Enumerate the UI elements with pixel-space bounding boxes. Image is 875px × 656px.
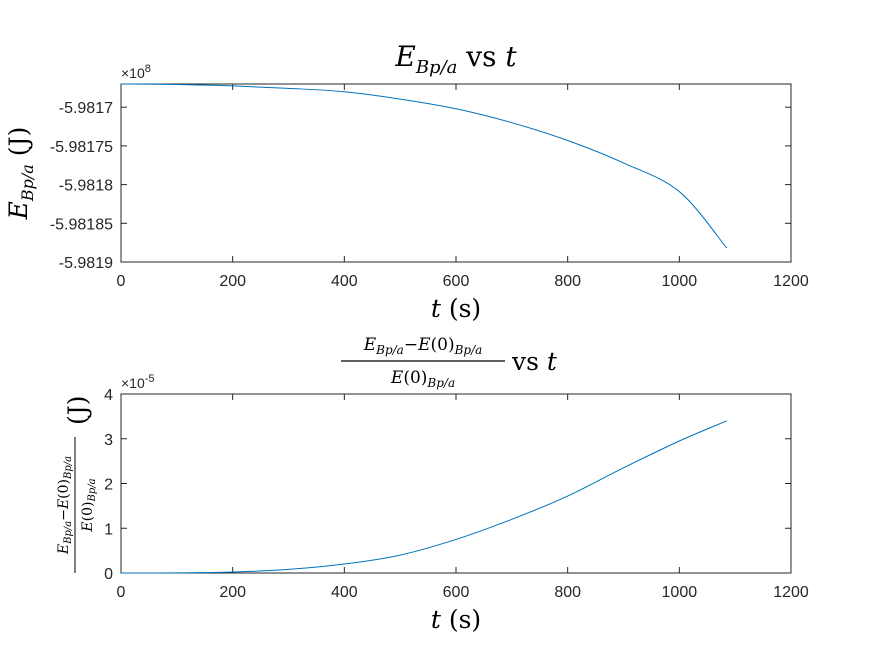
top-y-tick-label: -5.9818 xyxy=(59,178,113,195)
svg-text:(J): (J) xyxy=(63,395,92,425)
top-exponent-label: ×108 xyxy=(121,63,151,81)
top-x-tick-label: 400 xyxy=(331,273,358,290)
top-y-label: EBp/a (J) xyxy=(4,127,37,221)
top-x-tick-label: 1000 xyxy=(662,273,698,290)
bottom-y-tick-label: 1 xyxy=(104,521,113,538)
top-x-tick-label: 800 xyxy=(554,273,581,290)
top-x-tick-label: 1200 xyxy=(773,273,809,290)
bottom-x-label: t (s) xyxy=(431,605,481,634)
top-x-tick-label: 600 xyxy=(443,273,470,290)
top-x-tick-label: 200 xyxy=(219,273,246,290)
svg-text:E(0)Bp/a: E(0)Bp/a xyxy=(390,368,455,390)
bottom-x-tick-label: 600 xyxy=(443,584,470,601)
bottom-x-tick-label: 1200 xyxy=(773,584,809,601)
top-y-tick-label: -5.98185 xyxy=(50,216,113,233)
svg-text:E(0)Bp/a: E(0)Bp/a xyxy=(80,478,98,532)
bottom-axes: 0 200 400 600 800 1000 1200 0 1 2 3 4 ×10-5 EBp/a−E… xyxy=(56,335,809,634)
bottom-series-line xyxy=(120,420,727,574)
top-axes: 0 200 400 600 800 1000 1200 -5.9819 -5.98185 -5.9… xyxy=(4,40,809,323)
top-series-line xyxy=(120,83,728,249)
svg-text:EBp/a (J): EBp/a (J) xyxy=(4,127,37,221)
bottom-x-tick-label: 1000 xyxy=(662,584,698,601)
bottom-y-tick-label: 4 xyxy=(104,387,113,404)
top-plot-area xyxy=(120,83,792,263)
svg-text:vs t: vs t xyxy=(511,347,558,376)
top-y-tick-label: -5.98175 xyxy=(50,139,113,156)
bottom-y-label: EBp/a−E(0)Bp/a E(0)Bp/a (J) xyxy=(56,395,98,573)
bottom-x-tick-label: 200 xyxy=(219,584,246,601)
bottom-plot-area xyxy=(120,393,792,574)
top-y-tick-label: -5.9817 xyxy=(59,100,113,117)
svg-text:EBp/a−E(0)Bp/a: EBp/a−E(0)Bp/a xyxy=(363,335,483,357)
bottom-y-tick-label: 2 xyxy=(104,477,113,494)
bottom-exponent-label: ×10-5 xyxy=(121,373,155,391)
top-x-tick-label: 0 xyxy=(117,273,126,290)
bottom-x-tick-label: 0 xyxy=(117,584,126,601)
top-y-tick-label: -5.9819 xyxy=(59,255,113,272)
top-title: EBp/a vs t xyxy=(394,40,517,78)
bottom-y-tick-label: 3 xyxy=(104,432,113,449)
bottom-x-tick-label: 400 xyxy=(331,584,358,601)
bottom-y-tick-label: 0 xyxy=(104,566,113,583)
svg-text:EBp/a−E(0)Bp/a: EBp/a−E(0)Bp/a xyxy=(56,456,74,555)
bottom-title: EBp/a−E(0)Bp/a E(0)Bp/a vs t xyxy=(341,335,558,390)
top-x-label: t (s) xyxy=(431,294,481,323)
bottom-x-tick-label: 800 xyxy=(554,584,581,601)
